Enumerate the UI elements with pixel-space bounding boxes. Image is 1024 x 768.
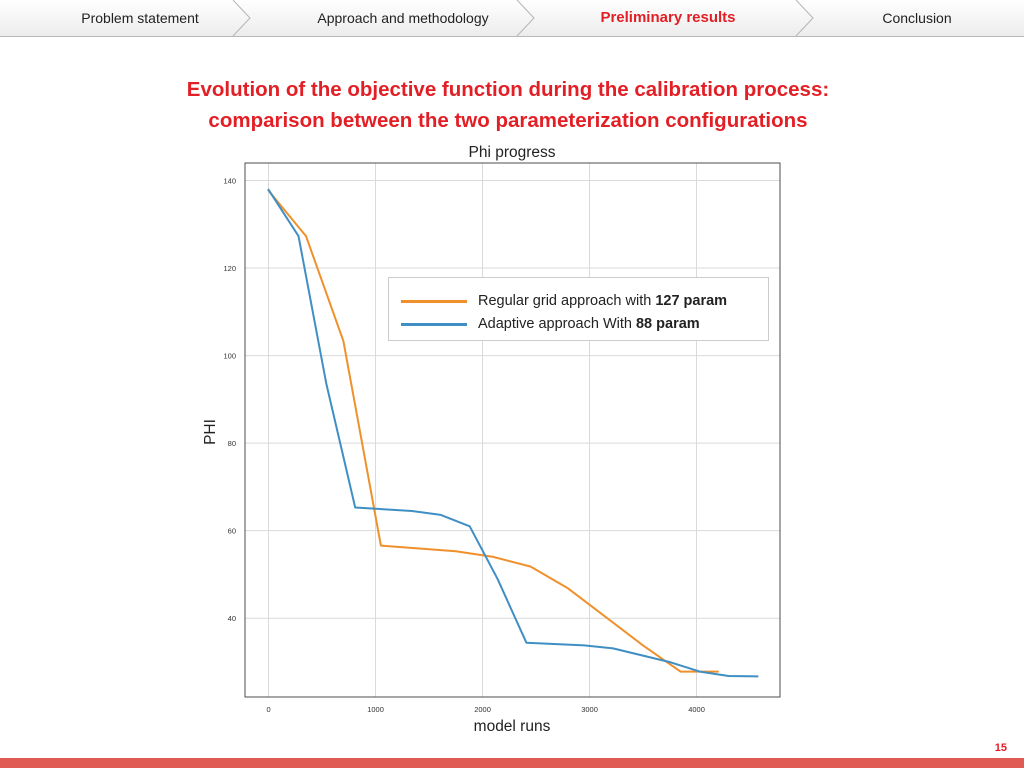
- chart-legend: Regular grid approach with 127 param Ada…: [388, 277, 769, 341]
- y-tick-label: 100: [223, 352, 236, 361]
- tab-preliminary-results[interactable]: Preliminary results: [600, 9, 736, 26]
- tab-conclusion[interactable]: Conclusion: [882, 10, 952, 26]
- y-tick-label: 60: [228, 527, 236, 536]
- plot-frame: [244, 162, 781, 698]
- chart-title: Phi progress: [468, 144, 555, 161]
- x-axis-label: model runs: [474, 718, 551, 735]
- legend-label-adaptive: Adaptive approach With 88 param: [478, 316, 700, 332]
- y-tick-label: 120: [223, 264, 236, 273]
- legend-swatch-orange: [401, 300, 467, 303]
- section-navigation: Problem statement Approach and methodolo…: [0, 0, 1024, 38]
- footer-bar: [0, 758, 1024, 768]
- headline-line-2: comparison between the two parameterizat…: [208, 109, 808, 132]
- x-tick-label: 3000: [581, 705, 598, 714]
- series-line-regular-grid: [267, 189, 719, 673]
- legend-swatch-blue: [401, 323, 467, 326]
- y-tick-label: 40: [228, 614, 236, 623]
- x-tick-label: 2000: [474, 705, 491, 714]
- x-tick-label: 4000: [688, 705, 705, 714]
- tab-problem-statement[interactable]: Problem statement: [81, 10, 199, 26]
- navigation-background: [0, 0, 1024, 37]
- chart-grid: [245, 163, 780, 697]
- page-number: 15: [994, 742, 1007, 754]
- chart-series: [267, 188, 759, 678]
- slide-headline: Evolution of the objective function duri…: [0, 74, 1024, 136]
- headline-line-1: Evolution of the objective function duri…: [186, 78, 830, 101]
- legend-label-regular-grid: Regular grid approach with 127 param: [478, 293, 728, 309]
- x-tick-label: 1000: [367, 705, 384, 714]
- x-tick-label: 0: [266, 705, 270, 714]
- chart-ticks: 0 1000 2000 3000 4000 40 60 80 100 120 140: [223, 177, 704, 714]
- series-line-adaptive: [267, 188, 759, 678]
- y-axis-label: PHI: [202, 419, 219, 445]
- y-tick-label: 80: [228, 439, 236, 448]
- tab-approach-and-methodology[interactable]: Approach and methodology: [317, 10, 489, 26]
- y-tick-label: 140: [223, 177, 236, 186]
